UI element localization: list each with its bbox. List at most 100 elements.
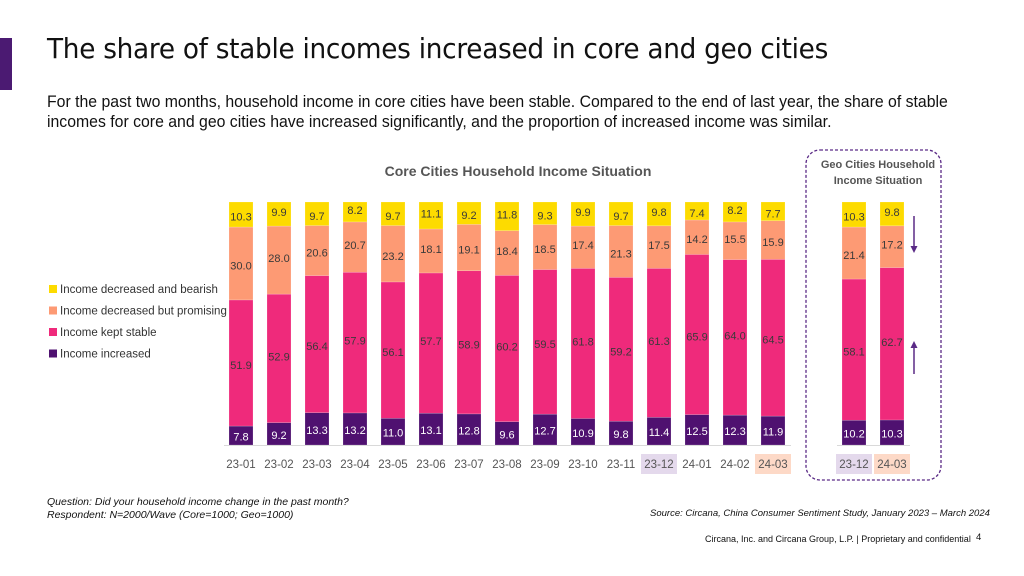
core-data-label: 56.4 bbox=[306, 341, 327, 353]
core-data-label: 9.2 bbox=[271, 430, 286, 442]
core-chart-title: Core Cities Household Income Situation bbox=[385, 163, 652, 179]
legend-item: Income decreased and bearish bbox=[49, 284, 218, 296]
core-bar-segment bbox=[342, 271, 368, 414]
core-data-label: 17.4 bbox=[572, 240, 593, 252]
core-bar-segment bbox=[304, 225, 330, 276]
core-x-tick-label: 23-12 bbox=[644, 459, 673, 471]
core-data-label: 12.7 bbox=[534, 426, 555, 438]
geo-category-highlight bbox=[836, 454, 872, 474]
geo-bar-segment bbox=[841, 226, 867, 280]
core-x-tick-label: 23-04 bbox=[340, 459, 370, 471]
core-bar-stack: 9.6 60.2 18.4 11.8 bbox=[494, 201, 520, 446]
geo-data-label: 10.3 bbox=[881, 428, 902, 440]
core-x-tick-label: 24-01 bbox=[682, 459, 711, 471]
geo-bar-segment bbox=[879, 419, 905, 446]
core-x-tick-label: 24-03 bbox=[758, 459, 787, 471]
core-bar-segment bbox=[418, 272, 444, 414]
core-bar-stack: 11.0 56.1 23.2 9.7 bbox=[380, 201, 406, 446]
core-bar-segment bbox=[532, 224, 558, 270]
core-data-label: 60.2 bbox=[496, 342, 517, 354]
core-data-label: 57.9 bbox=[344, 336, 365, 348]
core-bar-stack: 9.8 59.2 21.3 9.7 bbox=[608, 201, 634, 446]
core-data-label: 11.9 bbox=[763, 427, 784, 439]
core-bar-segment bbox=[608, 277, 634, 422]
core-bar-segment bbox=[456, 201, 482, 225]
core-cities-chart: Core Cities Household Income Situation 7… bbox=[224, 163, 791, 474]
core-data-label: 9.8 bbox=[613, 429, 628, 441]
legend: Income decreased and bearish Income decre… bbox=[49, 284, 227, 361]
accent-bar bbox=[0, 38, 12, 90]
core-data-label: 11.4 bbox=[649, 427, 670, 439]
core-bar-segment bbox=[304, 201, 330, 226]
core-bar-segment bbox=[646, 417, 672, 446]
geo-category-highlight bbox=[874, 454, 910, 474]
core-bar-stack: 12.8 58.9 19.1 9.2 bbox=[456, 201, 482, 446]
geo-chart-title-line1: Geo Cities Household bbox=[821, 159, 935, 171]
geo-panel-border bbox=[805, 149, 942, 481]
geo-data-label: 21.4 bbox=[843, 250, 864, 262]
core-bar-stack: 12.3 64.0 15.5 8.2 bbox=[722, 201, 748, 446]
core-bar-segment bbox=[684, 254, 710, 415]
geo-bar-stack: 10.3 62.7 17.2 9.8 bbox=[879, 201, 905, 446]
core-data-label: 52.9 bbox=[268, 351, 289, 363]
core-data-label: 21.3 bbox=[610, 248, 631, 260]
core-x-tick-label: 23-09 bbox=[530, 459, 559, 471]
geo-data-label: 9.8 bbox=[884, 207, 899, 219]
core-data-label: 18.5 bbox=[534, 244, 555, 256]
core-x-tick-label: 23-02 bbox=[264, 459, 293, 471]
core-data-label: 10.3 bbox=[230, 212, 251, 224]
core-bar-segment bbox=[304, 275, 330, 413]
core-bar-stack: 13.1 57.7 18.1 11.1 bbox=[418, 201, 444, 446]
arrow-up-icon bbox=[910, 341, 918, 374]
page-number: 4 bbox=[976, 532, 982, 543]
page-title: The share of stable incomes increased in… bbox=[47, 32, 829, 65]
core-bar-segment bbox=[456, 413, 482, 446]
core-bar-segment bbox=[228, 201, 254, 228]
core-bar-segment bbox=[494, 201, 520, 231]
legend-swatch bbox=[49, 349, 57, 358]
geo-data-label: 62.7 bbox=[881, 337, 902, 349]
core-data-label: 9.3 bbox=[537, 210, 552, 222]
core-x-tick-label: 23-03 bbox=[302, 459, 331, 471]
core-bar-segment bbox=[684, 219, 710, 255]
core-bar-segment bbox=[608, 225, 634, 278]
core-data-label: 12.5 bbox=[686, 426, 707, 438]
core-x-tick-label: 23-11 bbox=[607, 459, 636, 471]
core-x-tick-label: 23-06 bbox=[416, 459, 445, 471]
core-bar-segment bbox=[760, 259, 786, 417]
core-bar-segment bbox=[532, 201, 558, 225]
core-x-tick-label: 23-05 bbox=[378, 459, 407, 471]
geo-data-label: 17.2 bbox=[881, 240, 902, 252]
geo-data-label: 58.1 bbox=[843, 347, 864, 359]
core-bar-segment bbox=[266, 201, 292, 227]
core-bar-segment bbox=[380, 201, 406, 226]
geo-bar-segment bbox=[879, 201, 905, 227]
core-data-label: 51.9 bbox=[230, 360, 251, 372]
core-bar-segment bbox=[760, 220, 786, 260]
core-bar-segment bbox=[494, 230, 520, 276]
core-bar-segment bbox=[570, 201, 596, 227]
geo-bar-stack: 10.2 58.1 21.4 10.3 bbox=[841, 201, 867, 446]
core-data-label: 9.7 bbox=[385, 211, 400, 223]
core-x-tick-label: 24-02 bbox=[720, 459, 749, 471]
core-bar-segment bbox=[342, 412, 368, 446]
core-data-label: 64.5 bbox=[762, 335, 783, 347]
core-data-label: 7.7 bbox=[765, 208, 780, 220]
geo-bar-segment bbox=[879, 267, 905, 421]
core-data-label: 20.7 bbox=[344, 240, 365, 252]
core-data-label: 9.9 bbox=[271, 207, 286, 219]
core-data-label: 13.3 bbox=[306, 425, 327, 437]
core-bar-stack: 13.2 57.9 20.7 8.2 bbox=[342, 201, 368, 446]
core-data-label: 8.2 bbox=[347, 205, 362, 217]
core-data-label: 18.1 bbox=[420, 244, 441, 256]
legend-swatch bbox=[49, 285, 57, 293]
core-data-label: 15.9 bbox=[762, 237, 783, 249]
geo-x-tick-label: 24-03 bbox=[877, 459, 906, 471]
geo-bar-segment bbox=[841, 201, 867, 228]
core-data-label: 58.9 bbox=[458, 339, 479, 351]
core-bar-segment bbox=[418, 201, 444, 230]
core-bar-segment bbox=[266, 293, 292, 423]
core-data-label: 9.6 bbox=[499, 429, 514, 441]
core-bar-segment bbox=[418, 228, 444, 274]
